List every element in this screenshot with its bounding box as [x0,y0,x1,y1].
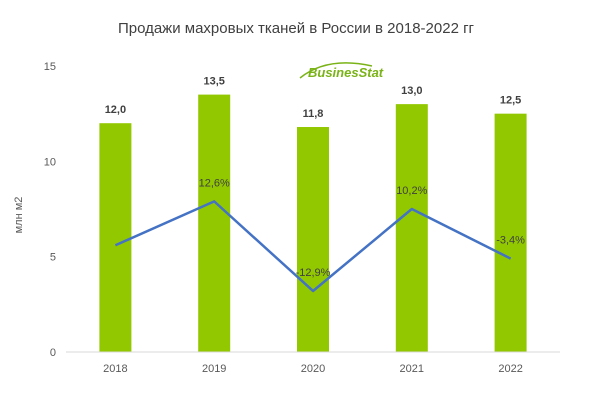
bars [99,94,527,353]
businesstat-logo: BusinesStat [299,62,384,80]
bar-labels: 12,0 13,5 11,8 13,0 12,5 [105,76,522,120]
y-axis-label: млн м2 [13,197,25,234]
y-tick-label: 0 [50,347,56,359]
x-tick-label: 2019 [202,363,226,375]
growth-value-label: -12,9% [296,267,331,279]
x-tick-label: 2021 [400,363,424,375]
x-tick-label: 2018 [103,363,127,375]
x-ticks: 2018 2019 2020 2021 2022 [103,363,523,375]
y-tick-label: 15 [44,61,56,73]
bar-value-label: 12,5 [500,95,521,107]
chart-title: Продажи махровых тканей в России в 2018-… [117,20,475,37]
bar-value-label: 12,0 [105,104,126,116]
bar-value-label: 11,8 [303,108,324,120]
growth-line-series [114,200,512,293]
growth-value-label: 10,2% [396,185,427,197]
growth-value-label: -3,4% [496,235,525,247]
logo-text: BusinesStat [308,65,384,80]
bar-value-label: 13,5 [203,76,224,88]
bar-value-label: 13,0 [401,85,422,97]
bar [99,123,132,352]
bar [494,113,527,353]
bar [297,127,329,352]
y-tick-label: 10 [44,156,56,168]
growth-value-label: 12,6% [199,177,230,189]
pct-labels: 12,6% -12,9% 10,2% -3,4% [199,177,526,279]
x-tick-label: 2022 [498,363,522,375]
y-tick-label: 5 [50,252,56,264]
x-tick-label: 2020 [301,363,325,375]
y-axis: 0 5 10 15 [44,61,56,359]
bar [395,104,428,352]
bar [198,94,231,352]
